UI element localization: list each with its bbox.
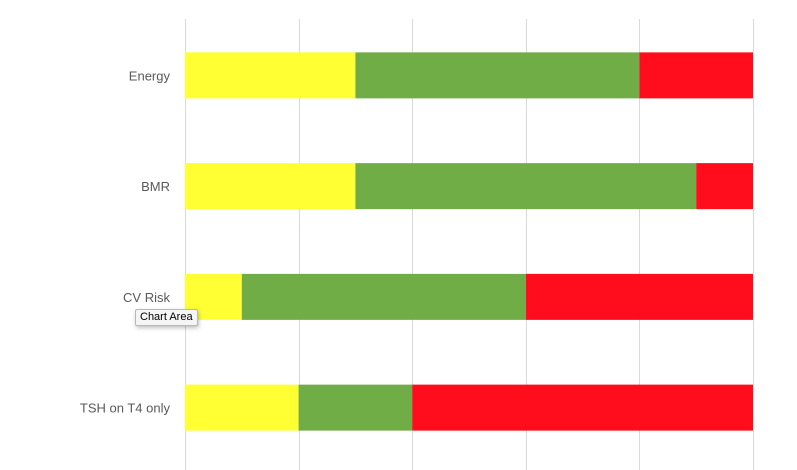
category-label: Energy — [129, 68, 171, 83]
bars — [185, 52, 753, 431]
bar-segment-1-2[interactable] — [355, 52, 640, 99]
bar-segment-2-2[interactable] — [355, 163, 697, 210]
bar-segment-4-2[interactable] — [298, 384, 413, 431]
bar-segment-3-3[interactable] — [525, 273, 753, 320]
bar-segment-2-1[interactable] — [185, 163, 356, 210]
bar-segment-2-3[interactable] — [696, 163, 753, 210]
bar-segment-1-1[interactable] — [185, 52, 356, 99]
category-labels: Energy BMR CV Risk TSH on T4 only — [80, 68, 171, 415]
bar-segment-1-3[interactable] — [639, 52, 753, 99]
category-label: TSH on T4 only — [80, 401, 171, 416]
bar-segment-4-3[interactable] — [412, 384, 753, 431]
category-label: BMR — [141, 179, 170, 194]
chart-area-tooltip: Chart Area — [135, 309, 198, 326]
category-label: CV Risk — [123, 290, 170, 305]
bar-segment-3-2[interactable] — [241, 273, 526, 320]
bar-segment-4-1[interactable] — [185, 384, 299, 431]
